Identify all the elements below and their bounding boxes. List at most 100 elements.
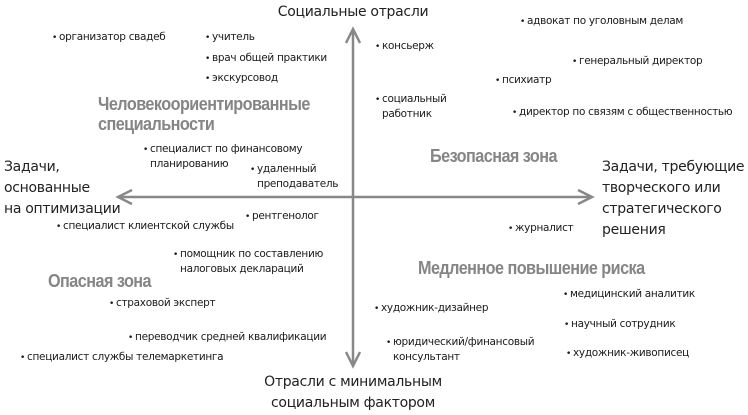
job-item-label: страховой эксперт: [116, 297, 216, 309]
job-item: • удаленный преподаватель: [250, 162, 338, 191]
job-item: • социальный работник: [375, 92, 447, 121]
job-item-label: художник-живописец: [573, 347, 689, 359]
bullet-icon: •: [508, 224, 514, 234]
zone-title-safe: Безопасная зона: [430, 146, 558, 166]
axis-label-right-line: решения: [602, 222, 666, 238]
job-item: • научный сотрудник: [564, 317, 676, 332]
bullet-icon: •: [128, 333, 134, 343]
bullet-icon: •: [173, 250, 179, 260]
job-item: • генеральный директор: [572, 54, 703, 69]
job-item-label: преподаватель: [257, 178, 339, 190]
job-item-label: организатор свадеб: [59, 31, 166, 43]
arrow-left-icon: [115, 188, 133, 206]
job-item: • медицинский аналитик: [563, 287, 695, 302]
job-item: • специалист клиентской службы: [56, 219, 234, 234]
bullet-icon: •: [143, 145, 149, 155]
bullet-icon: •: [245, 212, 251, 222]
axis-label-right-line: стратегического: [602, 201, 722, 217]
bullet-icon: •: [375, 95, 381, 105]
job-item-label: адвокат по уголовным делам: [527, 15, 684, 27]
job-item-label: генеральный директор: [579, 55, 703, 67]
bullet-icon: •: [205, 54, 211, 64]
job-item: • психиатр: [495, 73, 552, 88]
job-item: • учитель: [205, 30, 255, 45]
bullet-icon: •: [374, 304, 380, 314]
job-item-label: художник-дизайнер: [381, 302, 489, 314]
bullet-icon: •: [109, 299, 115, 309]
job-item: • журналист: [508, 221, 574, 236]
job-item-label: врач общей практики: [212, 52, 327, 64]
job-item-label: консьерж: [382, 40, 434, 52]
job-item: • специалист службы телемаркетинга: [20, 350, 224, 365]
job-item: • директор по связям с общественностью: [512, 105, 733, 120]
bullet-icon: •: [572, 57, 578, 67]
job-item-label: планированию: [150, 158, 229, 170]
job-item: • врач общей практики: [205, 51, 327, 66]
zone-title-slow-risk: Медленное повышение риска: [418, 258, 645, 278]
axis-label-bottom-line: Отрасли с минимальным: [264, 374, 442, 390]
job-item-label: переводчик средней квалификации: [135, 331, 327, 343]
zone-title-line: Человекоориентированные: [98, 94, 310, 114]
bullet-icon: •: [520, 17, 526, 27]
job-item-label: специалист по финансовому: [150, 143, 303, 155]
zone-title-line: специальности: [98, 114, 215, 134]
axis-label-bottom: Отрасли с минимальным социальным факторо…: [264, 372, 442, 414]
job-item-label: удаленный: [257, 163, 317, 175]
job-item: • страховой эксперт: [109, 296, 216, 311]
axis-label-top: Социальные отрасли: [277, 4, 429, 20]
arrow-down-icon: [344, 351, 362, 369]
bullet-icon: •: [512, 108, 518, 118]
job-item: • юридический/финансовый консультант: [386, 335, 535, 364]
bullet-icon: •: [20, 353, 26, 363]
job-item-label: специалист службы телемаркетинга: [27, 351, 224, 363]
job-item-label: экскурсовод: [212, 72, 278, 84]
job-item-label: рентгенолог: [252, 210, 319, 222]
bullet-icon: •: [495, 76, 501, 86]
zone-title-danger: Опасная зона: [48, 271, 152, 291]
bullet-icon: •: [386, 338, 392, 348]
job-item-label: директор по связям с общественностью: [519, 106, 733, 118]
bullet-icon: •: [564, 320, 570, 330]
axis-label-left: Задачи, основанные на оптимизации: [4, 157, 121, 220]
bullet-icon: •: [56, 222, 62, 232]
job-item-label: научный сотрудник: [571, 318, 676, 330]
job-item: • специалист по финансовому планированию: [143, 142, 303, 171]
job-item-label: журналист: [515, 222, 574, 234]
arrow-up-icon: [344, 26, 362, 44]
job-item-label: консультант: [393, 351, 460, 363]
bullet-icon: •: [566, 349, 572, 359]
job-item: • адвокат по уголовным делам: [520, 14, 683, 29]
bullet-icon: •: [205, 74, 211, 84]
job-item-label: психиатр: [502, 74, 552, 86]
job-item-label: социальный: [382, 93, 447, 105]
job-item: • экскурсовод: [205, 71, 278, 86]
axis-label-right-line: творческого или: [602, 180, 721, 196]
job-item: • организатор свадеб: [52, 30, 166, 45]
axis-label-right: Задачи, требующие творческого или страте…: [602, 157, 745, 241]
bullet-icon: •: [205, 33, 211, 43]
bullet-icon: •: [563, 290, 569, 300]
job-item-label: юридический/финансовый: [393, 336, 535, 348]
job-item-label: налоговых деклараций: [180, 263, 304, 275]
bullet-icon: •: [250, 165, 256, 175]
bullet-icon: •: [52, 33, 58, 43]
axis-label-left-line: на оптимизации: [4, 201, 121, 217]
job-item: • художник-дизайнер: [374, 301, 489, 316]
zone-title-human-oriented: Человекоориентированные специальности: [98, 94, 310, 134]
job-item-label: работник: [382, 108, 432, 120]
axis-label-bottom-line: социальным фактором: [271, 395, 435, 411]
axis-label-left-line: основанные: [4, 180, 90, 196]
job-item: • художник-живописец: [566, 346, 689, 361]
bullet-icon: •: [375, 42, 381, 52]
job-item-label: специалист клиентской службы: [63, 220, 234, 232]
job-item-label: медицинский аналитик: [570, 288, 695, 300]
axis-label-right-line: Задачи, требующие: [602, 159, 745, 175]
job-item: • переводчик средней квалификации: [128, 330, 327, 345]
job-item-label: помощник по составлению: [180, 248, 324, 260]
axis-label-left-line: Задачи,: [4, 159, 60, 175]
job-item-label: учитель: [212, 31, 255, 43]
job-item: • консьерж: [375, 39, 434, 54]
job-item: • рентгенолог: [245, 209, 319, 224]
arrow-right-icon: [577, 188, 595, 206]
